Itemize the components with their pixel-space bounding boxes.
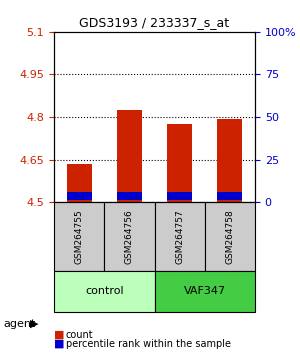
Bar [67,164,92,202]
FancyBboxPatch shape [104,202,154,270]
Bar [167,193,192,200]
Text: GSM264755: GSM264755 [75,209,84,264]
Bar [167,124,192,202]
FancyBboxPatch shape [154,202,205,270]
Text: GSM264756: GSM264756 [125,209,134,264]
Bar [67,193,92,200]
Text: ▶: ▶ [30,319,38,329]
Text: ■: ■ [54,339,64,349]
FancyBboxPatch shape [205,202,255,270]
FancyBboxPatch shape [154,270,255,312]
FancyBboxPatch shape [54,202,104,270]
Bar [217,193,242,200]
Text: GSM264757: GSM264757 [175,209,184,264]
Text: GSM264758: GSM264758 [225,209,234,264]
Text: percentile rank within the sample: percentile rank within the sample [66,339,231,349]
Bar [217,119,242,202]
Text: count: count [66,330,94,339]
Bar [117,193,142,200]
Bar [117,110,142,202]
Text: control: control [85,286,124,296]
Text: VAF347: VAF347 [184,286,226,296]
FancyBboxPatch shape [54,270,154,312]
Text: agent: agent [3,319,35,329]
Text: ■: ■ [54,330,64,339]
Title: GDS3193 / 233337_s_at: GDS3193 / 233337_s_at [80,16,230,29]
